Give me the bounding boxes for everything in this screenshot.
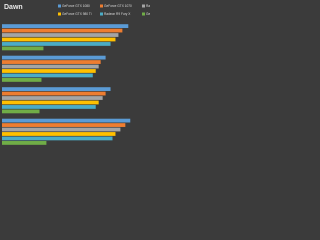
bar — [2, 37, 116, 42]
legend-swatch — [100, 4, 103, 8]
bar — [2, 60, 101, 64]
bar — [2, 33, 119, 37]
bar — [2, 118, 131, 123]
legend-label: Radeon RX 480 — [146, 4, 150, 8]
bar — [2, 96, 103, 100]
legend-label: GeForce GTX 970 — [146, 12, 150, 16]
bar — [2, 100, 99, 105]
bar — [2, 24, 129, 28]
legend-label: GeForce GTX 1080 — [62, 4, 90, 8]
legend-swatch — [142, 12, 145, 16]
legend-swatch — [100, 12, 103, 16]
bar — [2, 123, 126, 127]
bar — [2, 136, 113, 141]
bar — [2, 55, 106, 60]
legend-swatch — [58, 4, 61, 8]
bar — [2, 78, 42, 82]
bar — [2, 42, 111, 46]
bar — [2, 28, 123, 33]
chart-title: Dawn — [4, 4, 23, 11]
bar — [2, 69, 96, 73]
bar — [2, 46, 44, 51]
bar — [2, 91, 106, 96]
chart: Dawn GeForce GTX 1080 GeForce GTX 1070 Rad… — [0, 0, 150, 150]
legend-label: Radeon R9 Fury X — [104, 12, 131, 16]
bar — [2, 73, 93, 78]
bar — [2, 105, 96, 109]
bar — [2, 87, 111, 91]
legend-swatch — [142, 4, 145, 8]
bar — [2, 64, 99, 69]
legend-label: GeForce GTX 980 Ti — [62, 12, 92, 16]
bar — [2, 141, 47, 145]
bar — [2, 127, 121, 132]
bar — [2, 109, 40, 114]
legend-label: GeForce GTX 1070 — [104, 4, 132, 8]
bar — [2, 132, 116, 136]
legend-swatch — [58, 12, 61, 16]
